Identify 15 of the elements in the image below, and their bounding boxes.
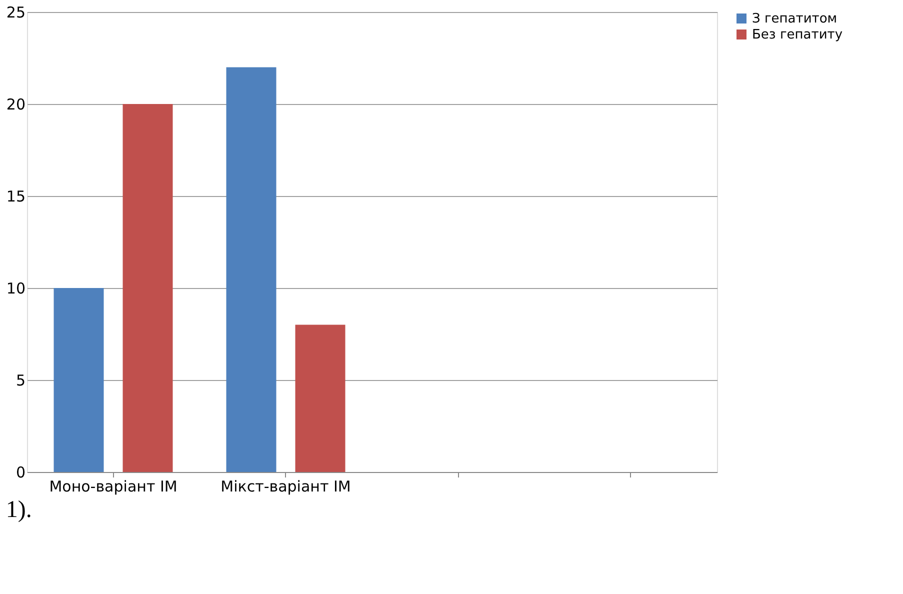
x-tick-label: Мікст-варіант ІМ (220, 478, 351, 496)
bar (54, 288, 104, 472)
text: 1). (6, 497, 32, 523)
y-tick-label: 0 (16, 464, 26, 482)
bar (295, 324, 346, 472)
y-tick-label: 10 (6, 280, 26, 298)
legend-label: З гепатитом (752, 12, 838, 26)
y-tick-label: 15 (6, 188, 26, 206)
y-tick-label: 5 (16, 372, 26, 390)
y-tick-label: 25 (6, 4, 26, 22)
bar (122, 104, 173, 472)
y-tick-label: 20 (6, 96, 26, 114)
legend-label: Без гепатиту (752, 28, 843, 42)
x-tick-label: Моно-варіант ІМ (49, 478, 178, 496)
bar (226, 67, 276, 472)
